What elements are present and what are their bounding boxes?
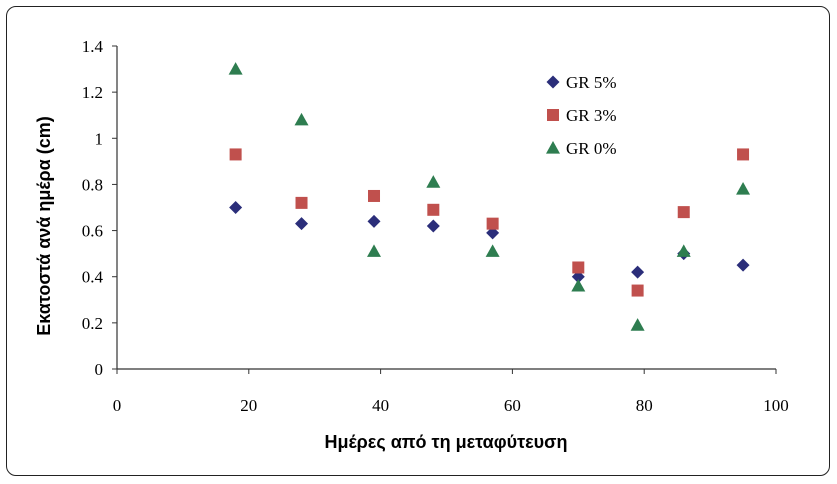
y-tick-label: 0.8 (82, 175, 103, 194)
x-axis-label: Ημέρες από τη μεταφύτευση (325, 432, 568, 452)
point-gr-5 (426, 219, 440, 233)
legend-label-gr-3: GR 3% (566, 106, 617, 125)
x-tick-label: 100 (763, 396, 789, 415)
legend-box (527, 62, 643, 166)
point-gr-3 (295, 196, 308, 209)
y-tick-label: 1 (95, 129, 104, 148)
legend-label-gr-0: GR 0% (566, 139, 617, 158)
point-gr-3 (368, 189, 381, 202)
x-tick-label: 0 (113, 396, 122, 415)
data-points (228, 62, 751, 331)
x-tick-label: 80 (636, 396, 653, 415)
point-gr-3 (486, 217, 499, 230)
y-tick-label: 1.4 (82, 37, 104, 56)
x-tick-label: 60 (504, 396, 521, 415)
chart-frame (6, 6, 830, 476)
point-gr-3 (427, 203, 440, 216)
point-gr-0 (676, 244, 691, 257)
point-gr-5 (229, 201, 243, 214)
tick-labels: 0 0.2 0.4 0.6 0.8 1 1.2 1.4 0 20 40 60 80 100 (82, 37, 789, 415)
point-gr-0 (426, 175, 441, 188)
point-gr-5 (736, 258, 750, 272)
axes (112, 45, 777, 374)
legend-marker-gr-5 (546, 75, 560, 89)
point-gr-5 (631, 265, 645, 279)
point-gr-3 (631, 284, 644, 297)
point-gr-0 (485, 244, 500, 257)
x-tick-label: 40 (372, 396, 389, 415)
point-gr-5 (295, 217, 309, 231)
y-tick-label: 1.2 (82, 83, 103, 102)
y-tick-label: 0.6 (82, 222, 103, 241)
point-gr-0 (571, 278, 586, 292)
legend-marker-gr-3 (547, 109, 559, 121)
point-gr-0 (294, 112, 309, 126)
point-gr-3 (677, 206, 690, 219)
point-gr-3 (572, 261, 585, 274)
point-gr-0 (630, 318, 645, 331)
point-gr-0 (367, 244, 382, 257)
point-gr-0 (228, 62, 243, 75)
y-tick-label: 0.4 (82, 268, 104, 287)
y-tick-label: 0.2 (82, 314, 103, 333)
point-gr-5 (367, 214, 381, 228)
legend-marker-gr-0 (546, 141, 560, 154)
y-axis-label: Εκατοστά ανά ημέρα (cm) (34, 116, 54, 335)
x-tick-label: 20 (240, 396, 257, 415)
legend: GR 5% GR 3% GR 0% (527, 62, 643, 166)
legend-label-gr-5: GR 5% (566, 73, 617, 92)
point-gr-3 (737, 148, 750, 161)
y-tick-label: 0 (95, 360, 104, 379)
point-gr-0 (736, 182, 751, 195)
point-gr-3 (229, 148, 242, 161)
